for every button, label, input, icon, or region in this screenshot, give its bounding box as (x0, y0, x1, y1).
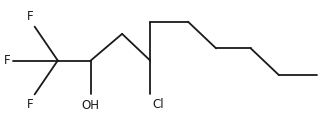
Text: F: F (4, 54, 11, 67)
Text: Cl: Cl (153, 98, 164, 111)
Text: F: F (26, 98, 33, 111)
Text: OH: OH (82, 99, 100, 112)
Text: F: F (26, 10, 33, 23)
